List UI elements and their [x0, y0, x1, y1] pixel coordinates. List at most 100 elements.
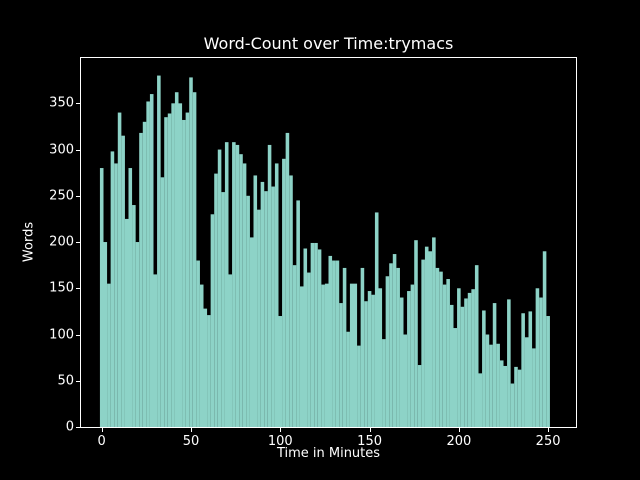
bar [210, 214, 215, 427]
bar [399, 297, 404, 427]
bar [407, 291, 411, 427]
bar [160, 177, 165, 427]
bar [485, 334, 490, 427]
bar [189, 77, 193, 427]
bars-layer [99, 75, 550, 427]
bar [203, 308, 208, 427]
bar [128, 168, 133, 427]
bar [182, 119, 186, 427]
bar [364, 301, 368, 427]
bar [539, 297, 543, 427]
bar [232, 142, 236, 427]
bar [532, 348, 536, 427]
bar [199, 284, 204, 427]
bar [524, 337, 529, 427]
bar [424, 246, 429, 427]
bar [357, 345, 361, 427]
y-tick-label: 150 [49, 280, 74, 296]
bar [310, 242, 315, 427]
bar [139, 132, 143, 427]
bar [328, 255, 333, 427]
bar [439, 271, 443, 427]
bar [339, 303, 343, 427]
y-tick-label: 100 [49, 327, 74, 342]
bar [435, 267, 440, 427]
bar [153, 274, 158, 427]
bar [382, 339, 386, 427]
y-tick-label: 50 [57, 373, 74, 389]
chart-title: Word-Count over Time:trymacs [203, 34, 454, 53]
bar [432, 237, 436, 427]
bar [478, 373, 483, 427]
bar [360, 267, 365, 427]
bar [507, 299, 511, 427]
bar [242, 163, 247, 427]
bar [396, 267, 400, 427]
bar [103, 242, 108, 427]
bar [157, 75, 161, 427]
bar [517, 369, 522, 427]
bar [421, 259, 425, 427]
bar [264, 191, 268, 427]
bar [149, 94, 154, 427]
bar [124, 218, 129, 427]
plot-area [80, 57, 577, 428]
bar [107, 283, 111, 427]
bar [260, 181, 265, 427]
bar [296, 200, 300, 427]
bar [335, 260, 340, 427]
x-axis-label: Time in Minutes [276, 446, 381, 461]
bar [324, 283, 329, 427]
bar [174, 92, 179, 427]
bar [546, 316, 550, 427]
bar [392, 254, 397, 427]
bar [510, 383, 515, 427]
x-tick-mark [369, 428, 371, 432]
bar [410, 284, 415, 427]
y-tick-label: 0 [65, 419, 74, 435]
bar [367, 291, 372, 427]
bar [307, 272, 311, 427]
bar [285, 132, 290, 427]
bar [378, 288, 383, 427]
bar [442, 284, 447, 427]
bar [235, 144, 240, 427]
bar [535, 288, 540, 427]
bar [414, 240, 418, 427]
y-tick-label: 350 [49, 95, 74, 111]
bar [267, 144, 272, 427]
bar [178, 103, 183, 427]
bar [192, 92, 197, 427]
bar [449, 304, 454, 427]
bar [117, 112, 122, 427]
bar [371, 294, 375, 427]
bar [332, 260, 336, 427]
bar [135, 242, 140, 427]
bar [228, 274, 233, 427]
bar [246, 195, 250, 427]
bar [457, 288, 461, 427]
x-tick-mark [101, 428, 103, 432]
bar [503, 365, 508, 427]
bar [224, 142, 229, 427]
bar [346, 331, 350, 427]
bar [249, 237, 254, 427]
bar [99, 168, 104, 427]
bar [349, 283, 354, 427]
bar [464, 298, 468, 427]
bar [221, 192, 225, 427]
bar [542, 251, 547, 427]
bar [132, 205, 136, 427]
bar [317, 249, 322, 427]
bar [167, 113, 172, 427]
bar [489, 344, 493, 427]
bar [496, 343, 500, 427]
bar [110, 151, 115, 427]
y-tick-label: 200 [49, 234, 74, 250]
bar [214, 173, 218, 427]
bar [471, 289, 475, 427]
bar [278, 316, 283, 427]
bar [282, 158, 286, 427]
bar [114, 163, 118, 427]
